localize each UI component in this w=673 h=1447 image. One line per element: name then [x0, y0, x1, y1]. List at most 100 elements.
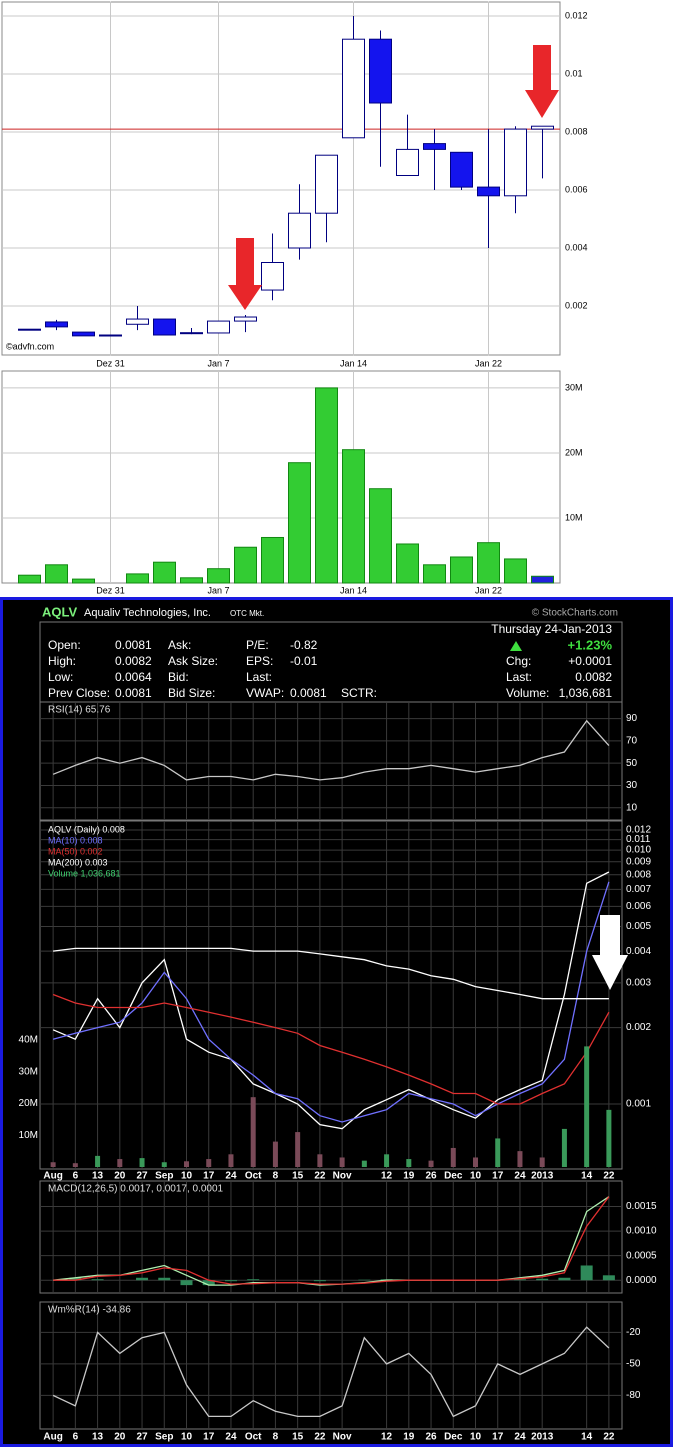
field-label: Bid Size: — [168, 686, 215, 700]
field-label: Volume: — [506, 686, 549, 700]
x-tick-label: 15 — [292, 1432, 304, 1443]
x-tick-label: Nov — [333, 1171, 352, 1182]
x-tick-label: 17 — [492, 1432, 504, 1443]
volume-bar — [180, 577, 203, 584]
y-tick-label: 0.002 — [565, 300, 588, 310]
field-value: -0.01 — [290, 654, 318, 668]
volume-bar — [72, 1163, 78, 1167]
y-tick-label: 0.001 — [626, 1099, 651, 1110]
x-tick-label: 24 — [225, 1432, 237, 1443]
x-tick-label: Sep — [155, 1432, 173, 1443]
sc-background — [0, 597, 673, 1447]
histogram-bar — [558, 1277, 571, 1281]
volume-bar — [369, 488, 392, 584]
histogram-bar — [224, 1280, 237, 1282]
candle-body — [477, 186, 500, 197]
macd-frame — [39, 1180, 623, 1294]
x-tick-label: 13 — [92, 1432, 104, 1443]
x-tick-label: 26 — [425, 1171, 437, 1182]
series-line — [52, 1326, 610, 1418]
field-label: Ask Size: — [168, 654, 218, 668]
x-tick-label: Jan 7 — [207, 358, 229, 368]
y-tick-label: 0.008 — [565, 126, 588, 136]
x-tick-label: 10 — [181, 1432, 193, 1443]
histogram-bar — [536, 1278, 549, 1281]
y-tick-label: 0.0005 — [626, 1250, 657, 1261]
x-tick-label: 12 — [381, 1432, 393, 1443]
volume-bar — [477, 542, 500, 584]
field-label: Last: — [246, 670, 272, 684]
x-tick-label: Nov — [333, 1432, 352, 1443]
candle-body — [315, 154, 338, 214]
y-tick-label: 0.006 — [626, 901, 651, 912]
x-tick-label: Jan 14 — [340, 358, 367, 368]
x-tick-label: 14 — [581, 1432, 593, 1443]
credit: © StockCharts.com — [532, 608, 618, 619]
source: ©advfn.com — [6, 341, 54, 351]
x-tick-label: Aug — [43, 1171, 62, 1182]
y-tick-label: 0.0010 — [626, 1226, 657, 1237]
arrow — [525, 45, 559, 118]
legend-entry: AQLV (Daily) 0.008 — [48, 824, 125, 834]
x-tick-label: 12 — [381, 1171, 393, 1182]
series-line — [52, 881, 610, 1123]
series-line — [52, 719, 610, 781]
volume-bar — [450, 556, 473, 584]
volume-bar — [539, 1157, 545, 1167]
y-tick-label: 0.01 — [565, 68, 583, 78]
candle-body — [153, 318, 176, 336]
y-tick-label: 20M — [19, 1098, 38, 1109]
field-label: Last: — [506, 670, 532, 684]
volume-bar — [406, 1159, 412, 1167]
field-value: 1,036,681 — [559, 686, 613, 700]
candle-body — [531, 125, 554, 130]
y-tick-label: 10M — [565, 512, 583, 522]
y-tick-label: 0.0000 — [626, 1275, 657, 1286]
volume-bar — [517, 1151, 523, 1167]
volume-bar — [139, 1158, 145, 1167]
field-label: Chg: — [506, 654, 531, 668]
y-tick-label: 0.012 — [565, 10, 588, 20]
layer: Open: 0.0081 High: 0.0082 Low: 0.0064 Prev Clo… — [2, 1, 657, 1443]
histogram-bar — [247, 1279, 260, 1281]
histogram-bar — [202, 1280, 215, 1286]
histogram-bar — [91, 1279, 104, 1281]
legend-entry: Volume 1,036,681 — [48, 868, 121, 878]
field-label: EPS: — [246, 654, 273, 668]
y-tick-label: 0.006 — [565, 184, 588, 194]
volume-bar — [250, 1097, 256, 1167]
x-tick-label: 19 — [403, 1432, 415, 1443]
y-tick-label: 0.004 — [626, 946, 651, 957]
x-tick-label: 22 — [603, 1171, 615, 1182]
field-value: 0.0064 — [115, 670, 152, 684]
series-line — [52, 871, 610, 1130]
volume-bar — [342, 449, 365, 584]
field-label: Open: — [48, 638, 81, 652]
field-value: 0.0081 — [290, 686, 327, 700]
change-pct: +1.23% — [568, 637, 613, 652]
candle-body — [288, 212, 311, 249]
volume-bar — [428, 1160, 434, 1167]
volume-bar — [161, 1162, 167, 1167]
price-frame — [1, 1, 561, 356]
y-tick-label: 0.008 — [626, 869, 651, 880]
candle-body — [72, 331, 95, 337]
y-tick-label: 0.010 — [626, 845, 651, 856]
histogram-bar — [513, 1279, 526, 1281]
histogram-bar — [313, 1280, 326, 1282]
volume-bar — [561, 1128, 567, 1167]
volume-bar — [450, 1147, 456, 1167]
x-tick-label: 14 — [581, 1171, 593, 1182]
volume-bar — [206, 1159, 212, 1167]
x-tick-label: 19 — [403, 1171, 415, 1182]
x-tick-label: 27 — [136, 1432, 148, 1443]
x-tick-label: Oct — [245, 1171, 262, 1182]
x-tick-label: Jan 22 — [475, 358, 502, 368]
volume-bar — [72, 578, 95, 584]
candle-body — [126, 318, 149, 325]
legend-entry: MA(50) 0.002 — [48, 846, 103, 856]
candle-body — [207, 320, 230, 334]
histogram-bar — [180, 1280, 193, 1286]
volume-bar — [288, 462, 311, 584]
